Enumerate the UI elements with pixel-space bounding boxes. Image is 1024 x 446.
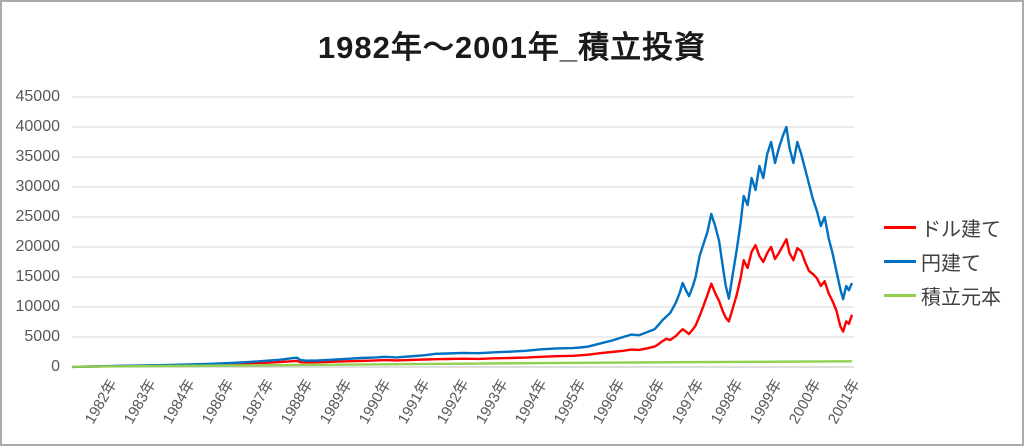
legend-line-swatch-principal — [884, 293, 916, 297]
legend-line-swatch-usd — [884, 225, 916, 229]
legend-line-swatch-jpy — [884, 259, 916, 263]
legend: ドル建て円建て積立元本 — [884, 210, 1001, 312]
y-axis-tick-label: 25000 — [15, 208, 61, 225]
series-line-jpy — [71, 125, 854, 368]
y-axis-tick-label: 35000 — [15, 148, 61, 165]
legend-item-jpy: 円建て — [884, 244, 1001, 278]
series-line-principal — [71, 360, 853, 368]
legend-item-usd: ドル建て — [884, 210, 1001, 244]
y-axis-tick-label: 0 — [51, 358, 60, 375]
y-axis-tick-label: 5000 — [24, 328, 60, 345]
y-axis-tick-label: 40000 — [15, 118, 61, 135]
legend-item-principal: 積立元本 — [884, 278, 1001, 312]
y-axis-tick-label: 45000 — [15, 88, 61, 105]
legend-item-label: 積立元本 — [921, 286, 1001, 309]
legend-item-label: ドル建て — [921, 218, 1001, 241]
chart-title: 1982年～2001年_積立投資 — [317, 30, 707, 65]
y-axis-tick-label: 30000 — [15, 178, 61, 195]
y-axis-tick-label: 10000 — [15, 298, 61, 315]
legend-item-label: 円建て — [921, 252, 981, 275]
series-line-usd — [71, 237, 854, 369]
y-axis-tick-label: 20000 — [15, 238, 61, 255]
y-axis-tick-label: 15000 — [15, 268, 61, 285]
